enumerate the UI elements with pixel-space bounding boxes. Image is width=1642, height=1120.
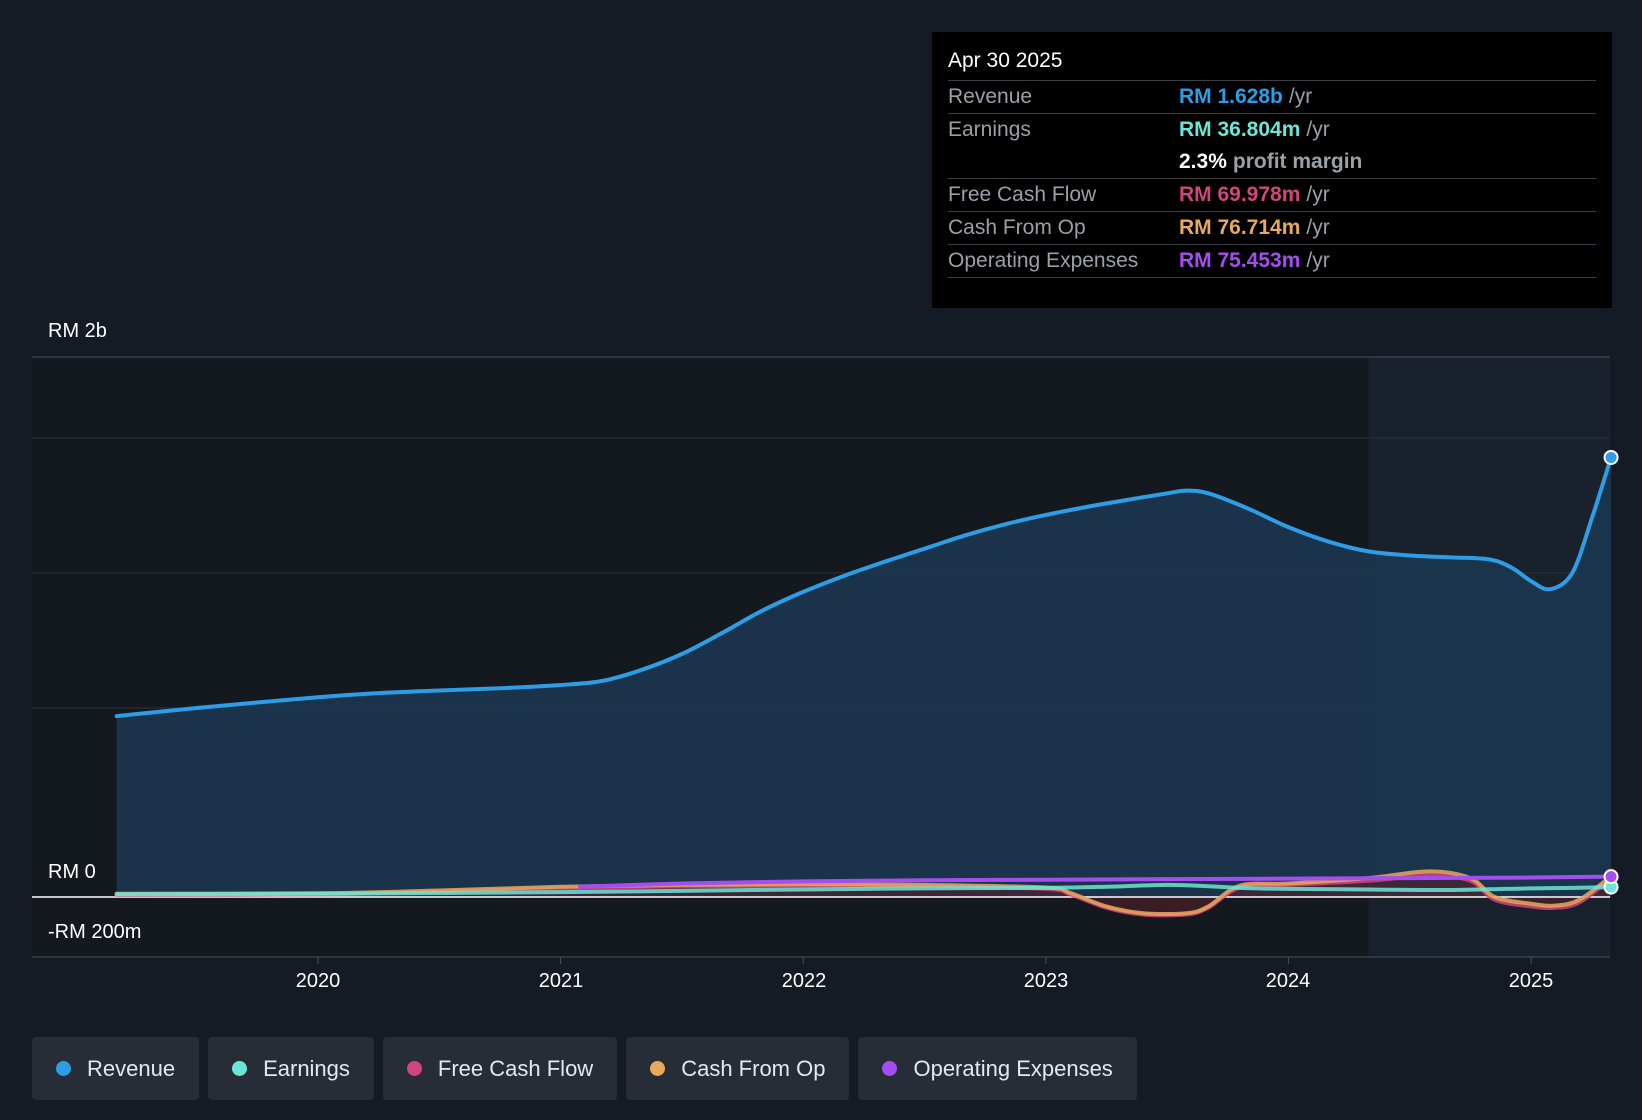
- legend-label: Operating Expenses: [913, 1055, 1113, 1081]
- legend-item-cash-from-op[interactable]: Cash From Op: [626, 1037, 850, 1100]
- tooltip-value: RM 69.978m: [1179, 183, 1301, 206]
- tooltip-row-cfo: Cash From Op RM 76.714m /yr: [948, 212, 1596, 245]
- x-tick-label: 2023: [1023, 970, 1069, 992]
- y-tick-label-bottom: -RM 200m: [48, 921, 142, 943]
- legend-dot-icon: [56, 1061, 71, 1076]
- legend-label: Revenue: [87, 1055, 176, 1081]
- y-tick-label-zero: RM 0: [48, 861, 96, 883]
- tooltip-row-earnings: Earnings RM 36.804m /yr: [948, 114, 1596, 146]
- legend-item-earnings[interactable]: Earnings: [208, 1037, 374, 1100]
- legend-label: Cash From Op: [681, 1055, 826, 1081]
- tooltip: Apr 30 2025 Revenue RM 1.628b /yr Earnin…: [932, 32, 1612, 308]
- legend-dot-icon: [406, 1061, 422, 1076]
- tooltip-unit: /yr: [1306, 216, 1330, 239]
- x-tick-label: 2025: [1508, 970, 1554, 992]
- legend-dot-icon: [882, 1061, 898, 1076]
- tooltip-unit: /yr: [1306, 183, 1330, 206]
- legend-label: Earnings: [263, 1055, 350, 1081]
- tooltip-unit: /yr: [1288, 85, 1313, 108]
- legend-item-revenue[interactable]: Revenue: [32, 1037, 200, 1100]
- x-tick-label: 2020: [295, 970, 341, 992]
- tooltip-row-opex: Operating Expenses RM 75.453m /yr: [948, 245, 1596, 278]
- tooltip-label: Cash From Op: [948, 216, 1086, 239]
- tooltip-label: Revenue: [948, 85, 1033, 108]
- revenue-area: [116, 457, 1612, 897]
- tooltip-row-fcf: Free Cash Flow RM 69.978m /yr: [948, 179, 1596, 212]
- y-tick-label-top: RM 2b: [48, 320, 107, 342]
- legend-dot-icon: [232, 1061, 248, 1076]
- profit-margin-value: 2.3%: [1179, 150, 1227, 173]
- tooltip-row-margin: 2.3% profit margin: [948, 146, 1596, 179]
- tooltip-label: Earnings: [948, 118, 1031, 141]
- tooltip-value: RM 76.714m: [1179, 216, 1301, 239]
- tooltip-row-revenue: Revenue RM 1.628b /yr: [948, 81, 1596, 114]
- tooltip-value: RM 1.628b: [1179, 85, 1283, 108]
- tooltip-unit: /yr: [1306, 249, 1330, 272]
- tooltip-unit: /yr: [1306, 118, 1330, 141]
- series-line-cash-from-op: [114, 869, 1614, 917]
- x-tick-label: 2024: [1265, 970, 1311, 992]
- tooltip-value: RM 75.453m: [1179, 249, 1301, 272]
- legend-item-free-cash-flow[interactable]: Free Cash Flow: [382, 1037, 618, 1100]
- tooltip-label: Free Cash Flow: [948, 183, 1097, 206]
- tooltip-value: RM 36.804m: [1179, 118, 1301, 141]
- end-point-marker: [1603, 869, 1619, 885]
- x-tick-label: 2022: [781, 970, 827, 992]
- profit-margin-text: profit margin: [1232, 150, 1363, 173]
- series-line-operating-expenses: [578, 874, 1614, 889]
- cash-area: [116, 871, 1612, 915]
- x-tick-label: 2021: [538, 970, 584, 992]
- tooltip-date: Apr 30 2025: [948, 46, 1596, 81]
- series-line-earnings: [114, 882, 1614, 897]
- tooltip-label: Operating Expenses: [948, 249, 1139, 272]
- end-point-marker: [1603, 449, 1619, 465]
- legend-dot-icon: [650, 1061, 666, 1076]
- legend-label: Free Cash Flow: [437, 1055, 594, 1081]
- legend-item-operating-expenses[interactable]: Operating Expenses: [858, 1037, 1137, 1100]
- legend: Revenue Earnings Free Cash Flow Cash Fro…: [32, 1037, 1137, 1100]
- series-line-revenue: [114, 455, 1614, 719]
